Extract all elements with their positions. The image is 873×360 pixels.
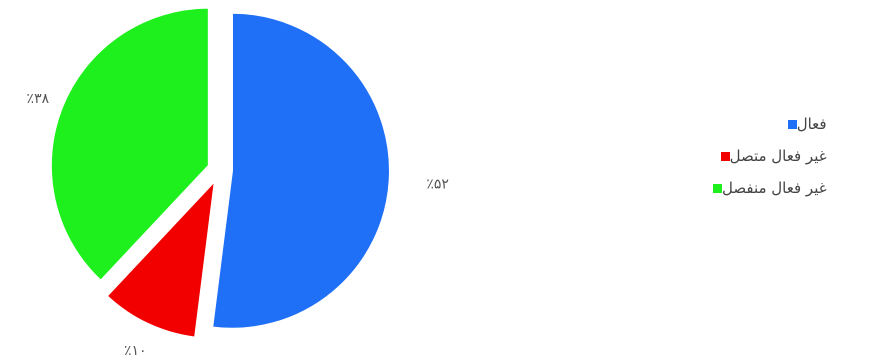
legend-item-inactive-connected: غير فعال متصل (705, 144, 827, 168)
pie-slice-active (211, 11, 391, 330)
pie-slice-inactive-connected (105, 177, 217, 339)
data-label-active: ٪۵۲ (426, 177, 449, 193)
data-label-inactive-disconnected: ٪۳۸ (27, 91, 50, 107)
legend-label-inactive-disconnected: غير فعال منفصل (722, 179, 827, 197)
legend-item-active: فعال (705, 112, 827, 136)
legend-label-active: فعال (796, 115, 827, 133)
data-label-inactive-connected: ٪۱۰ (124, 343, 147, 359)
chart-legend: فعال غير فعال متصل غير فعال منفصل (705, 112, 827, 208)
legend-label-inactive-connected: غير فعال متصل (729, 147, 827, 165)
legend-swatch-active (787, 119, 797, 129)
legend-item-inactive-disconnected: غير فعال منفصل (705, 176, 827, 200)
pie-slice-inactive-disconnected (49, 6, 210, 283)
legend-swatch-inactive-connected (720, 151, 730, 161)
legend-swatch-inactive-disconnected (713, 183, 722, 193)
